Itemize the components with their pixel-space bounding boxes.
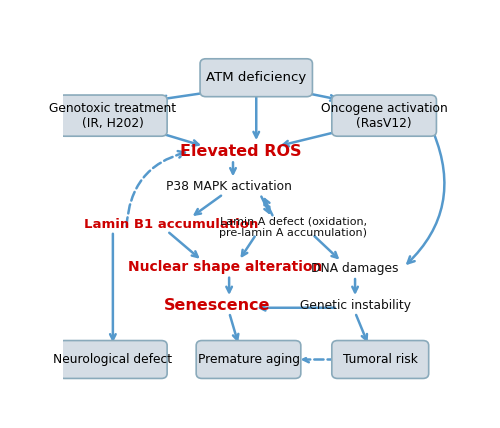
FancyBboxPatch shape [58,95,167,136]
FancyBboxPatch shape [332,341,428,378]
FancyArrowPatch shape [408,133,445,263]
FancyArrowPatch shape [126,151,185,226]
Text: Nuclear shape alteration: Nuclear shape alteration [128,260,322,274]
Text: Tumoral risk: Tumoral risk [343,353,417,366]
Text: P38 MAPK activation: P38 MAPK activation [166,180,292,193]
Text: Elevated ROS: Elevated ROS [180,144,302,159]
Text: Oncogene activation
(RasV12): Oncogene activation (RasV12) [321,101,448,130]
Text: DNA damages: DNA damages [312,262,399,275]
Text: Senescence: Senescence [164,297,271,312]
Text: Premature aging: Premature aging [198,353,300,366]
Text: Lamin B1 accumulation: Lamin B1 accumulation [84,218,258,231]
Text: Lamin A defect (oxidation,
pre-lamin A accumulation): Lamin A defect (oxidation, pre-lamin A a… [219,216,367,238]
FancyBboxPatch shape [58,341,167,378]
Text: Genetic instability: Genetic instability [300,299,410,312]
FancyBboxPatch shape [200,59,312,97]
Text: Neurological defect: Neurological defect [54,353,172,366]
Text: ATM deficiency: ATM deficiency [206,71,306,84]
FancyBboxPatch shape [332,95,436,136]
Text: Genotoxic treatment
(IR, H202): Genotoxic treatment (IR, H202) [50,101,176,130]
FancyBboxPatch shape [196,341,301,378]
